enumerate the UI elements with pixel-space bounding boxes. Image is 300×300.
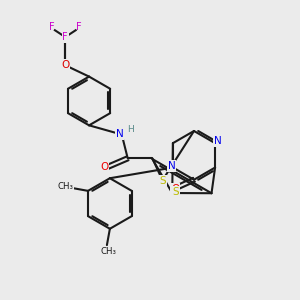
Text: F: F [62,32,68,42]
Text: F: F [49,22,55,32]
Text: H: H [127,125,134,134]
Text: CH₃: CH₃ [100,247,116,256]
Text: F: F [76,22,82,32]
Text: N: N [116,129,123,139]
Text: N: N [214,136,221,146]
Text: O: O [171,184,179,194]
Text: O: O [100,162,109,172]
Text: S: S [172,187,179,196]
Text: S: S [160,176,166,186]
Text: CH₃: CH₃ [57,182,73,191]
Text: O: O [61,60,69,70]
Text: N: N [167,161,175,171]
